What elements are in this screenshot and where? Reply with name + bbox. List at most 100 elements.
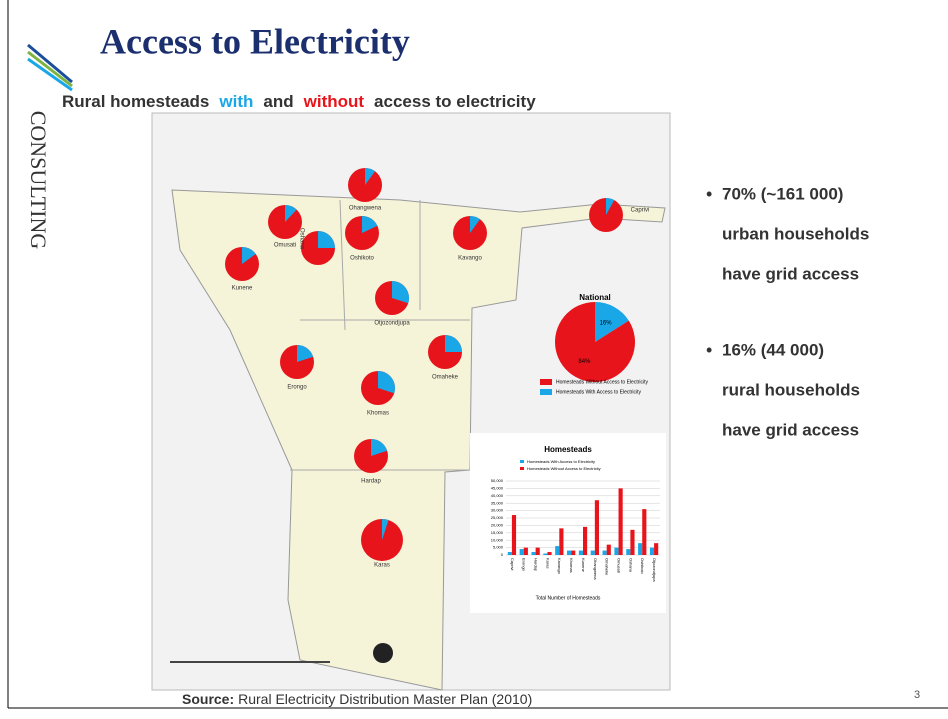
bar — [567, 550, 572, 555]
region-pie-with — [382, 519, 389, 540]
x-tick-label: Khomas — [569, 558, 574, 573]
chart-legend-label: Homesteads Without Access to Electricity — [527, 466, 601, 471]
source-label: Source: — [182, 691, 234, 707]
national-slice — [595, 302, 629, 342]
x-tick-label: Otjozondjupa — [652, 558, 657, 582]
region-label: Oshikoto — [350, 256, 374, 262]
region-label: Erongo — [287, 385, 307, 391]
region-pie-with — [318, 231, 335, 248]
national-slice-label: 16% — [600, 320, 613, 326]
x-tick-label: Caprivi — [510, 558, 515, 571]
bullet-text: rural households — [722, 380, 860, 399]
bullet-text: 16% (44 000) — [722, 340, 824, 359]
bar — [543, 553, 548, 555]
bar — [594, 500, 599, 555]
source-text: Rural Electricity Distribution Master Pl… — [238, 691, 532, 707]
y-tick-label: 45,000 — [491, 485, 504, 490]
national-title: National — [579, 293, 611, 302]
bar — [531, 552, 536, 555]
bar — [602, 550, 607, 555]
region-pie-with — [242, 247, 256, 264]
bar — [535, 547, 540, 555]
title: Access to Electricity — [100, 21, 410, 61]
legend-label: Homesteads Without Access to Electricity — [556, 379, 648, 385]
bar — [507, 552, 512, 555]
bullet-text: urban households — [722, 224, 869, 243]
bar — [559, 528, 564, 555]
bar — [578, 550, 583, 555]
bar — [606, 544, 611, 555]
x-tick-label: Karas — [545, 558, 550, 568]
bar — [630, 529, 635, 555]
y-tick-label: 5,000 — [493, 545, 504, 550]
bar — [511, 515, 517, 555]
national-slice — [555, 302, 636, 382]
bar — [642, 509, 647, 555]
y-tick-label: 20,000 — [491, 522, 504, 527]
region-pie-with — [470, 216, 480, 233]
logo-stripes — [27, 43, 73, 92]
y-tick-label: 35,000 — [491, 500, 504, 505]
region-pie-with — [285, 205, 297, 222]
bar — [523, 547, 528, 555]
north-arrow — [373, 643, 393, 663]
x-tick-label: Erongo — [522, 558, 527, 572]
region-label: Caprivi — [631, 208, 650, 214]
region-pie-with — [392, 281, 409, 304]
bullet-text: 70% (~161 000) — [722, 184, 843, 203]
chart-legend-swatch — [520, 467, 524, 470]
region-label: Ohangwena — [349, 206, 382, 212]
x-tick-label: Ohangwena — [593, 558, 598, 580]
bar — [583, 526, 588, 555]
chart-title: Homesteads — [544, 445, 592, 454]
source: Source: Rural Electricity Distribution Ma… — [182, 691, 532, 707]
national-slice-label: 84% — [578, 359, 591, 365]
region-label: Kavango — [458, 256, 482, 262]
bar — [555, 546, 560, 555]
subtitle-part: without — [303, 92, 365, 111]
bullet-text: have grid access — [722, 420, 859, 439]
bar — [626, 549, 631, 555]
page-number: 3 — [914, 689, 920, 701]
bullet-dot: • — [706, 340, 712, 360]
y-tick-label: 30,000 — [491, 508, 504, 513]
region-label: Karas — [374, 563, 390, 569]
y-tick-label: 15,000 — [491, 530, 504, 535]
region-label: Kunene — [232, 286, 253, 292]
legend-swatch — [540, 389, 552, 395]
x-tick-label: Omaheke — [605, 558, 610, 576]
bullet-text: have grid access — [722, 264, 859, 283]
bar — [654, 543, 659, 555]
region-label: Otjozondjupa — [374, 321, 410, 327]
bullet-dot: • — [706, 184, 712, 204]
region-label: Omaheke — [432, 375, 459, 381]
bar — [590, 550, 595, 555]
legend-label: Homesteads With Access to Electricity — [556, 389, 642, 395]
region-pie-with — [606, 197, 615, 215]
bar — [649, 547, 655, 555]
bar — [571, 550, 576, 555]
bar — [547, 552, 552, 555]
x-tick-label: Oshana — [628, 558, 633, 573]
y-tick-label: 25,000 — [491, 515, 504, 520]
y-tick-label: 0 — [501, 552, 504, 557]
y-tick-label: 40,000 — [491, 493, 504, 498]
x-tick-label: Omusati — [616, 558, 621, 573]
bar — [519, 549, 524, 555]
x-tick-label: Kavango — [557, 558, 562, 575]
y-tick-label: 10,000 — [491, 537, 504, 542]
x-tick-label: Oshikoto — [640, 558, 645, 575]
region-label: Hardap — [361, 479, 381, 485]
bar-chart-panel — [470, 433, 666, 613]
y-tick-label: 50,000 — [491, 478, 504, 483]
legend-swatch — [540, 379, 552, 385]
subtitle-part: with — [218, 92, 253, 111]
bar — [614, 547, 619, 555]
bar — [638, 543, 643, 555]
subtitle: Rural homesteads with and without access to … — [62, 92, 536, 111]
region-pie-with — [371, 439, 388, 456]
x-tick-label: Kunene — [581, 558, 586, 573]
region-pie-with — [378, 371, 395, 394]
